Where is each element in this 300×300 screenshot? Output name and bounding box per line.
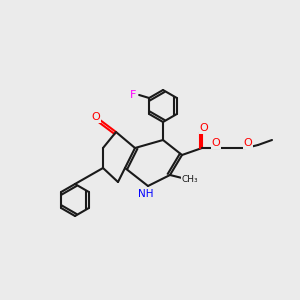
Text: O: O (92, 112, 100, 122)
Text: F: F (130, 90, 136, 100)
Text: NH: NH (138, 189, 154, 199)
Text: O: O (244, 138, 252, 148)
Text: O: O (200, 123, 208, 133)
Text: CH₃: CH₃ (182, 176, 198, 184)
Text: O: O (212, 138, 220, 148)
